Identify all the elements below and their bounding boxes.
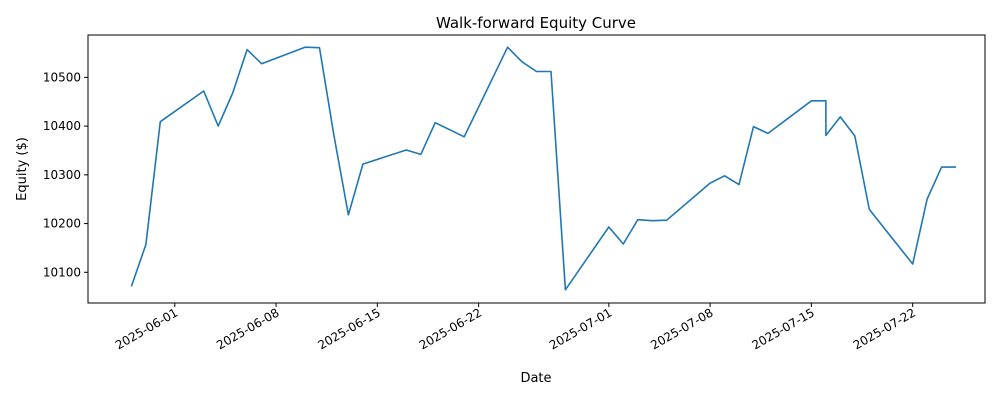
x-axis-label: Date	[520, 371, 551, 386]
x-tick-label: 2025-07-08	[648, 305, 715, 352]
y-axis: 10100 10200 10300 10400 10500	[43, 70, 88, 279]
y-tick-label: 10200	[43, 217, 81, 231]
plot-area	[130, 46, 957, 291]
x-tick-label: 2025-07-22	[851, 305, 918, 352]
y-tick-label: 10500	[43, 70, 81, 84]
y-tick-label: 10400	[43, 119, 81, 133]
equity-series-line	[130, 46, 957, 291]
y-tick-label: 10100	[43, 265, 81, 279]
chart-title: Walk-forward Equity Curve	[436, 14, 636, 32]
x-axis: 2025-06-01 2025-06-08 2025-06-15 2025-06-22…	[113, 303, 918, 352]
x-tick-label: 2025-06-01	[113, 305, 180, 352]
x-tick-label: 2025-07-01	[547, 305, 614, 352]
x-tick-label: 2025-07-15	[749, 305, 816, 352]
y-tick-label: 10300	[43, 168, 81, 182]
x-tick-label: 2025-06-15	[315, 305, 382, 352]
plot-frame	[87, 34, 986, 304]
y-axis-label: Equity ($)	[15, 137, 30, 201]
x-tick-label: 2025-06-22	[417, 305, 484, 352]
x-tick-label: 2025-06-08	[214, 305, 281, 352]
